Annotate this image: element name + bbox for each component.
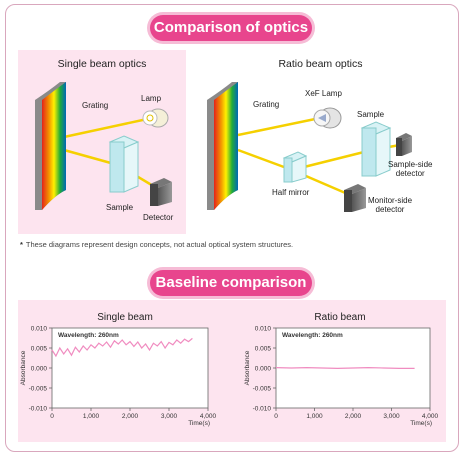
chart-title-ratio: Ratio beam [314, 312, 366, 323]
grating-single [35, 82, 66, 210]
x-tick-label: 2,000 [345, 413, 362, 420]
label-lamp: Lamp [141, 94, 162, 103]
x-tick-label: 0 [50, 413, 54, 420]
label-sample-side-detector: Sample-side detector [388, 160, 432, 178]
label-half-mirror: Half mirror [272, 188, 310, 197]
label-sample-ratio: Sample [357, 110, 385, 119]
grating-ratio [207, 82, 238, 210]
label-monitor-side-line1: Monitor-side [368, 196, 413, 205]
label-grating-single: Grating [82, 101, 109, 110]
y-tick-label: -0.005 [253, 385, 272, 392]
y-axis-label: Absorbance [20, 350, 27, 385]
single-optics-title: Single beam optics [57, 58, 147, 70]
x-tick-label: 0 [274, 413, 278, 420]
detector-icon-single [150, 178, 172, 206]
disclaimer-note: * These diagrams represent design concept… [20, 240, 293, 249]
y-tick-label: 0.000 [255, 365, 272, 372]
y-tick-label: 0.000 [31, 365, 48, 372]
label-sample-side-line1: Sample-side [388, 160, 433, 169]
label-xef-lamp: XeF Lamp [305, 89, 342, 98]
label-detector: Detector [143, 213, 174, 222]
sample-side-detector-icon [396, 133, 412, 156]
lamp-icon-single [142, 108, 169, 128]
y-tick-label: 0.010 [255, 325, 272, 332]
label-sample-single: Sample [106, 203, 134, 212]
series-line [275, 366, 415, 370]
label-monitor-side-detector: Monitor-side detector [368, 196, 412, 214]
sample-cuvette-ratio [360, 121, 392, 177]
wavelength-annotation: Wavelength: 260nm [58, 332, 119, 339]
x-tick-label: 1,000 [83, 413, 100, 420]
x-tick-label: 2,000 [122, 413, 139, 420]
wavelength-annotation: Wavelength: 260nm [282, 332, 343, 339]
xef-lamp-icon [313, 107, 342, 129]
half-mirror-icon [282, 151, 308, 183]
y-tick-label: 0.005 [255, 345, 272, 352]
label-monitor-side-line2: detector [375, 205, 405, 214]
note-star: * [20, 240, 23, 249]
x-tick-label: 4,000 [422, 413, 439, 420]
chart-title-single: Single beam [97, 312, 153, 323]
x-tick-label: 3,000 [161, 413, 178, 420]
x-axis-label: Time(s) [410, 420, 432, 427]
y-tick-label: -0.005 [29, 385, 48, 392]
note-text: These diagrams represent design concepts… [25, 240, 294, 249]
section-title-optics: Comparison of optics [150, 15, 312, 41]
y-tick-label: 0.010 [31, 325, 48, 332]
x-tick-label: 4,000 [200, 413, 217, 420]
series-line [51, 337, 193, 358]
section-title-baseline: Baseline comparison [150, 270, 312, 296]
ratio-optics-title: Ratio beam optics [278, 58, 363, 70]
y-tick-label: -0.010 [29, 405, 48, 412]
sample-cuvette-single [108, 135, 140, 193]
label-sample-side-line2: detector [395, 169, 425, 178]
monitor-side-detector-icon [344, 184, 366, 212]
y-tick-label: 0.005 [31, 345, 48, 352]
y-axis-label: Absorbance [244, 350, 251, 385]
y-tick-label: -0.010 [253, 405, 272, 412]
label-grating-ratio: Grating [253, 100, 280, 109]
x-tick-label: 3,000 [383, 413, 400, 420]
x-axis-label: Time(s) [188, 420, 210, 427]
x-tick-label: 1,000 [306, 413, 323, 420]
